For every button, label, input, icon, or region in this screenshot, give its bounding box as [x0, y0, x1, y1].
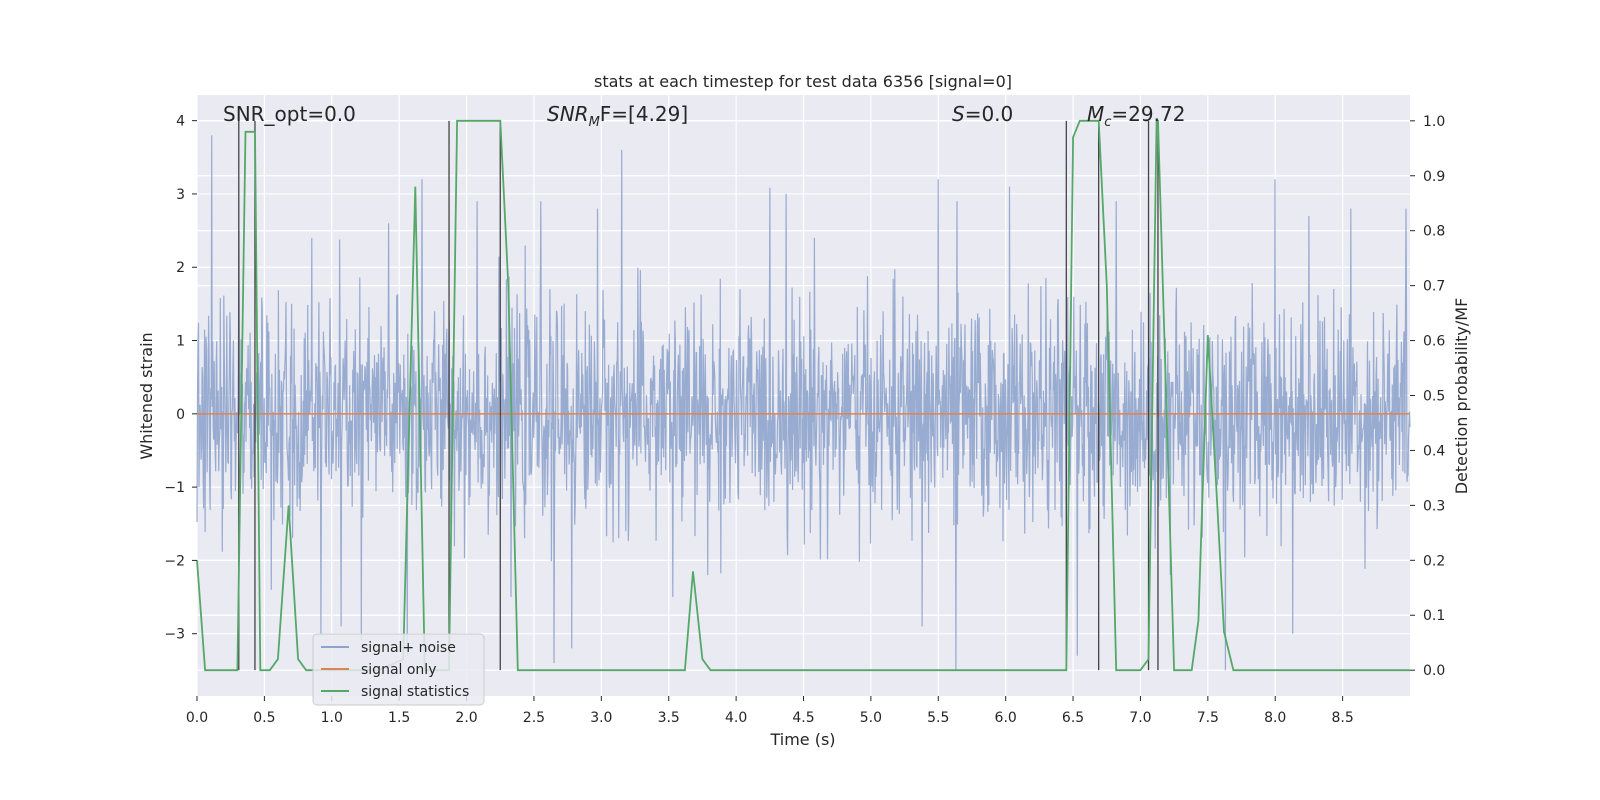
series-signal-noise — [196, 135, 1411, 671]
signal-statistics-line — [196, 119, 1410, 672]
x-tick-label: 3.5 — [658, 710, 680, 726]
x-axis: 0.0 0.5 1.0 1.5 2.0 2.5 3.0 3.5 4.0 4.5 5.0 5.5 6.0 6… — [186, 696, 1354, 726]
annotation-s-value: =0.0 — [965, 102, 1014, 126]
y2-tick-label: 0.6 — [1423, 334, 1445, 350]
x-axis-label: Time (s) — [769, 730, 835, 749]
y2-tick-label: 0.4 — [1423, 443, 1445, 459]
x-tick-label: 6.0 — [995, 710, 1017, 726]
x-tick-label: 1.5 — [388, 710, 410, 726]
y2-tick-label: 0.2 — [1423, 553, 1445, 569]
legend-label-noise: signal+ noise — [361, 640, 456, 656]
y2-tick-label: 0.7 — [1423, 279, 1445, 295]
y2-tick-label: 0.1 — [1423, 608, 1445, 624]
x-tick-label: 8.5 — [1331, 710, 1353, 726]
x-tick-label: 0.0 — [186, 710, 208, 726]
y2-axis-label: Detection probability/MF — [1452, 298, 1471, 495]
legend: signal+ noise signal only signal statist… — [312, 633, 485, 706]
annotation-s: S=0.0 — [952, 102, 1013, 126]
y-tick-label: −2 — [164, 553, 185, 569]
y2-tick-label: 0.3 — [1423, 498, 1445, 514]
annotation-snr-mf-main: SNR — [547, 102, 589, 126]
signal-noise-line — [196, 135, 1411, 671]
right-y-axis: 0.0 0.1 0.2 0.3 0.4 0.5 0.6 0.7 0.8 0.9 1.0 — [1410, 114, 1445, 679]
y-tick-label: 3 — [176, 187, 185, 203]
x-tick-label: 7.0 — [1129, 710, 1151, 726]
x-tick-label: 0.5 — [253, 710, 275, 726]
x-tick-label: 7.5 — [1197, 710, 1219, 726]
y-tick-label: 0 — [176, 407, 185, 423]
chart-title: stats at each timestep for test data 635… — [594, 72, 1012, 91]
series-signal-statistics — [196, 119, 1410, 672]
annotation-snr-mf: SNRMF=[4.29] — [547, 102, 688, 130]
legend-box — [312, 633, 485, 706]
x-tick-label: 6.5 — [1062, 710, 1084, 726]
y-tick-label: 1 — [176, 334, 185, 350]
annotation-mc: Mc=29.72 — [1087, 102, 1185, 130]
y-tick-label: −3 — [164, 627, 185, 643]
annotation-s-main: S — [952, 102, 965, 126]
x-tick-label: 4.5 — [792, 710, 814, 726]
annotation-mc-main: M — [1087, 102, 1104, 126]
y-tick-label: 4 — [176, 114, 185, 130]
x-tick-label: 5.0 — [860, 710, 882, 726]
x-tick-label: 2.5 — [523, 710, 545, 726]
annotation-snr-mf-subscript: M — [589, 115, 600, 130]
annotation-mc-subscript: c — [1104, 115, 1111, 130]
annotation-mc-value: =29.72 — [1111, 102, 1185, 126]
annotation-snr-opt: SNR_opt=0.0 — [223, 102, 356, 126]
y2-tick-label: 0.9 — [1423, 169, 1445, 185]
legend-label-statistics: signal statistics — [361, 684, 469, 700]
x-tick-label: 5.5 — [927, 710, 949, 726]
y2-tick-label: 0.5 — [1423, 389, 1445, 405]
y2-tick-label: 0.8 — [1423, 224, 1445, 240]
annotation-snr-mf-value: F=[4.29] — [600, 102, 688, 126]
x-tick-label: 3.0 — [590, 710, 612, 726]
x-tick-label: 4.0 — [725, 710, 747, 726]
detection-markers — [238, 120, 1159, 671]
y2-tick-label: 1.0 — [1423, 114, 1445, 130]
y-axis-label: Whitened strain — [137, 332, 156, 459]
x-tick-label: 8.0 — [1264, 710, 1286, 726]
y-tick-label: 2 — [176, 260, 185, 276]
x-tick-label: 2.0 — [455, 710, 477, 726]
y2-tick-label: 0.0 — [1423, 663, 1445, 679]
y-tick-label: −1 — [164, 480, 185, 496]
left-y-axis: −3 −2 −1 0 1 2 3 4 — [164, 114, 197, 643]
x-tick-label: 1.0 — [321, 710, 343, 726]
legend-label-signal-only: signal only — [361, 662, 436, 678]
